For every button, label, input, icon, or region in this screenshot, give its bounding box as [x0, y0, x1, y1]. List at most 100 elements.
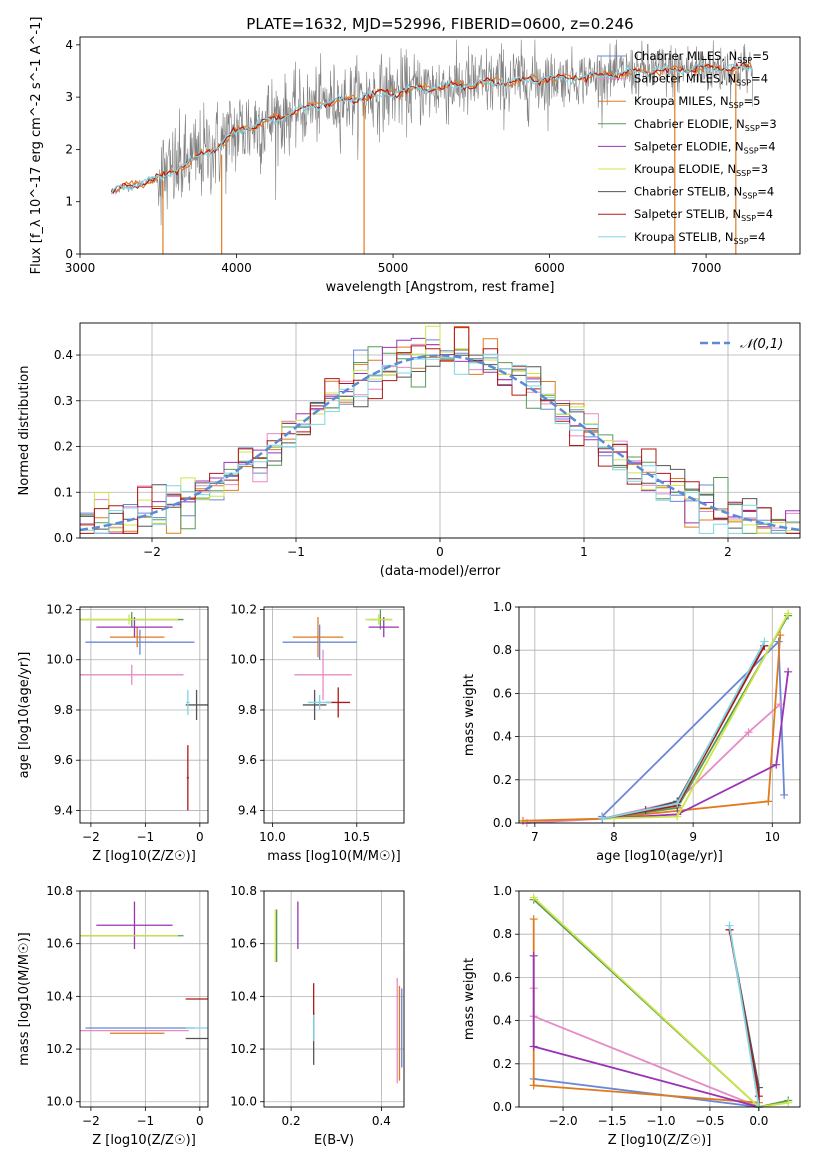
- y-tick-label: 0.6: [493, 686, 512, 700]
- data-point: [673, 799, 682, 808]
- x-tick-label: 3000: [65, 261, 96, 275]
- residuals-axes: −2 −1 0 1 2 0.0 0.1 0.2 0.3 0.4 (data-model)/error…: [17, 322, 801, 579]
- x-tick-label: 8: [610, 830, 618, 844]
- x-tick-label: −2.0: [548, 1114, 577, 1128]
- massweight-series: [602, 671, 789, 820]
- mass_vs_EBV-data: [274, 901, 403, 1084]
- x-tick-label: 0: [436, 545, 444, 559]
- mass_vs_EBV-grid: [264, 890, 404, 1107]
- data-point: [772, 760, 781, 769]
- legend-entry: Kroupa STELIB, NSSP=4: [634, 230, 765, 246]
- y-tick-label: 1: [65, 195, 73, 209]
- massweight_vs_age-axes: 7 8 9 10 0.0 0.2 0.4 0.6 0.8 1.0 age [log10(age/yr…: [462, 600, 801, 864]
- x-tick-label: 0: [196, 830, 204, 844]
- y-tick-label: 0.8: [493, 927, 512, 941]
- data-point: [529, 951, 538, 960]
- massweight_vs_age-frame: [518, 606, 801, 824]
- y-tick-label: 10.4: [230, 989, 257, 1003]
- errorbar-point: [80, 664, 184, 685]
- y-tick-label: 0.0: [54, 531, 73, 545]
- data-point: [598, 814, 607, 823]
- x-tick-label: 10.0: [259, 830, 286, 844]
- spectrum-legend: Chabrier MILES, NSSP=5 Salpeter MILES, NS…: [598, 49, 777, 246]
- data-point: [725, 921, 734, 930]
- y-tick-label: 10.2: [230, 603, 257, 617]
- x-tick-label: −1: [287, 545, 305, 559]
- errorbar-point: [96, 901, 173, 949]
- legend-entry: Chabrier STELIB, NSSP=4: [634, 185, 774, 201]
- age_vs_Z-frame: [79, 606, 209, 824]
- legend-entry: Salpeter STELIB, NSSP=4: [634, 207, 773, 223]
- y-tick-label: 1.0: [493, 600, 512, 614]
- x-tick-label: −1.0: [646, 1114, 675, 1128]
- y-tick-label: 0.0: [493, 816, 512, 830]
- legend-entry: Kroupa ELODIE, NSSP=3: [634, 162, 768, 178]
- model-spectrum: [110, 62, 753, 195]
- mass_vs_Z-data: [80, 901, 208, 1040]
- x-tick-label: 1: [580, 545, 588, 559]
- legend-entry: Chabrier MILES, NSSP=5: [634, 49, 769, 65]
- residuals-frame: [79, 322, 801, 539]
- y-tick-label: 0.1: [54, 485, 73, 499]
- x-tick-label: −1.5: [597, 1114, 626, 1128]
- errorbar-point: [186, 689, 190, 715]
- x-tick-label: 6000: [534, 261, 565, 275]
- y-tick-label: 9.4: [238, 803, 257, 817]
- data-point: [784, 667, 793, 676]
- x-tick-label: −2: [82, 830, 100, 844]
- y-tick-label: 10.8: [230, 884, 257, 898]
- data-point: [774, 637, 783, 646]
- data-point: [529, 1042, 538, 1051]
- x-tick-label: −0.5: [695, 1114, 724, 1128]
- data-point: [529, 1081, 538, 1090]
- x-axis-label: wavelength [Angstrom, rest frame]: [326, 280, 555, 295]
- x-axis-label: E(B-V): [314, 1133, 354, 1148]
- data-point: [518, 816, 527, 825]
- massweight-series: [532, 955, 760, 1108]
- x-tick-label: 0.0: [749, 1114, 768, 1128]
- x-tick-label: 0.4: [372, 1114, 391, 1128]
- massweight-series: [522, 635, 782, 822]
- y-tick-label: 9.6: [238, 753, 257, 767]
- errorbar-point: [185, 689, 208, 721]
- mass_vs_Z-frame: [79, 890, 209, 1108]
- x-tick-label: 4000: [221, 261, 252, 275]
- age_vs_mass-grid: [264, 607, 404, 823]
- massweight-series: [533, 1078, 760, 1108]
- y-tick-label: 1.0: [493, 884, 512, 898]
- mass_vs_EBV-frame: [263, 890, 405, 1108]
- massweight_vs_age-data: [518, 609, 793, 827]
- legend-entry: 𝒩(0,1): [740, 337, 783, 352]
- age_vs_Z-grid: [80, 607, 208, 823]
- massweight-series: [532, 988, 760, 1108]
- age_vs_Z-data: [80, 612, 208, 811]
- data-point: [673, 812, 682, 821]
- x-tick-label: 7000: [691, 261, 722, 275]
- y-tick-label: 2: [65, 142, 73, 156]
- y-tick-label: 0.4: [493, 1014, 512, 1028]
- errorbar-point: [365, 614, 393, 625]
- x-tick-label: −2: [143, 545, 161, 559]
- errorbar-point: [85, 629, 195, 655]
- x-tick-label: 10.5: [343, 830, 370, 844]
- y-tick-label: 10.8: [46, 884, 73, 898]
- y-axis-label: mass weight: [462, 958, 477, 1040]
- histogram-series: [80, 325, 800, 534]
- residuals-data: [79, 325, 801, 534]
- y-tick-label: 0.6: [493, 970, 512, 984]
- histogram-series: [80, 327, 800, 534]
- massweight-series: [526, 703, 781, 824]
- data-point: [776, 700, 785, 709]
- figure-title: PLATE=1632, MJD=52996, FIBERID=0600, z=0…: [246, 15, 633, 33]
- y-tick-label: 0: [65, 247, 73, 261]
- y-tick-label: 10.6: [230, 937, 257, 951]
- y-tick-label: 10.0: [46, 1095, 73, 1109]
- y-tick-label: 10.0: [230, 1095, 257, 1109]
- massweight_vs_age-grid: [519, 606, 800, 824]
- data-point: [754, 1092, 763, 1101]
- x-tick-label: 7: [531, 830, 539, 844]
- y-axis-label: Flux [f_λ 10^-17 erg cm^-2 s^-1 A^-1]: [29, 17, 44, 275]
- data-point: [784, 1098, 793, 1107]
- y-tick-label: 0.4: [54, 348, 73, 362]
